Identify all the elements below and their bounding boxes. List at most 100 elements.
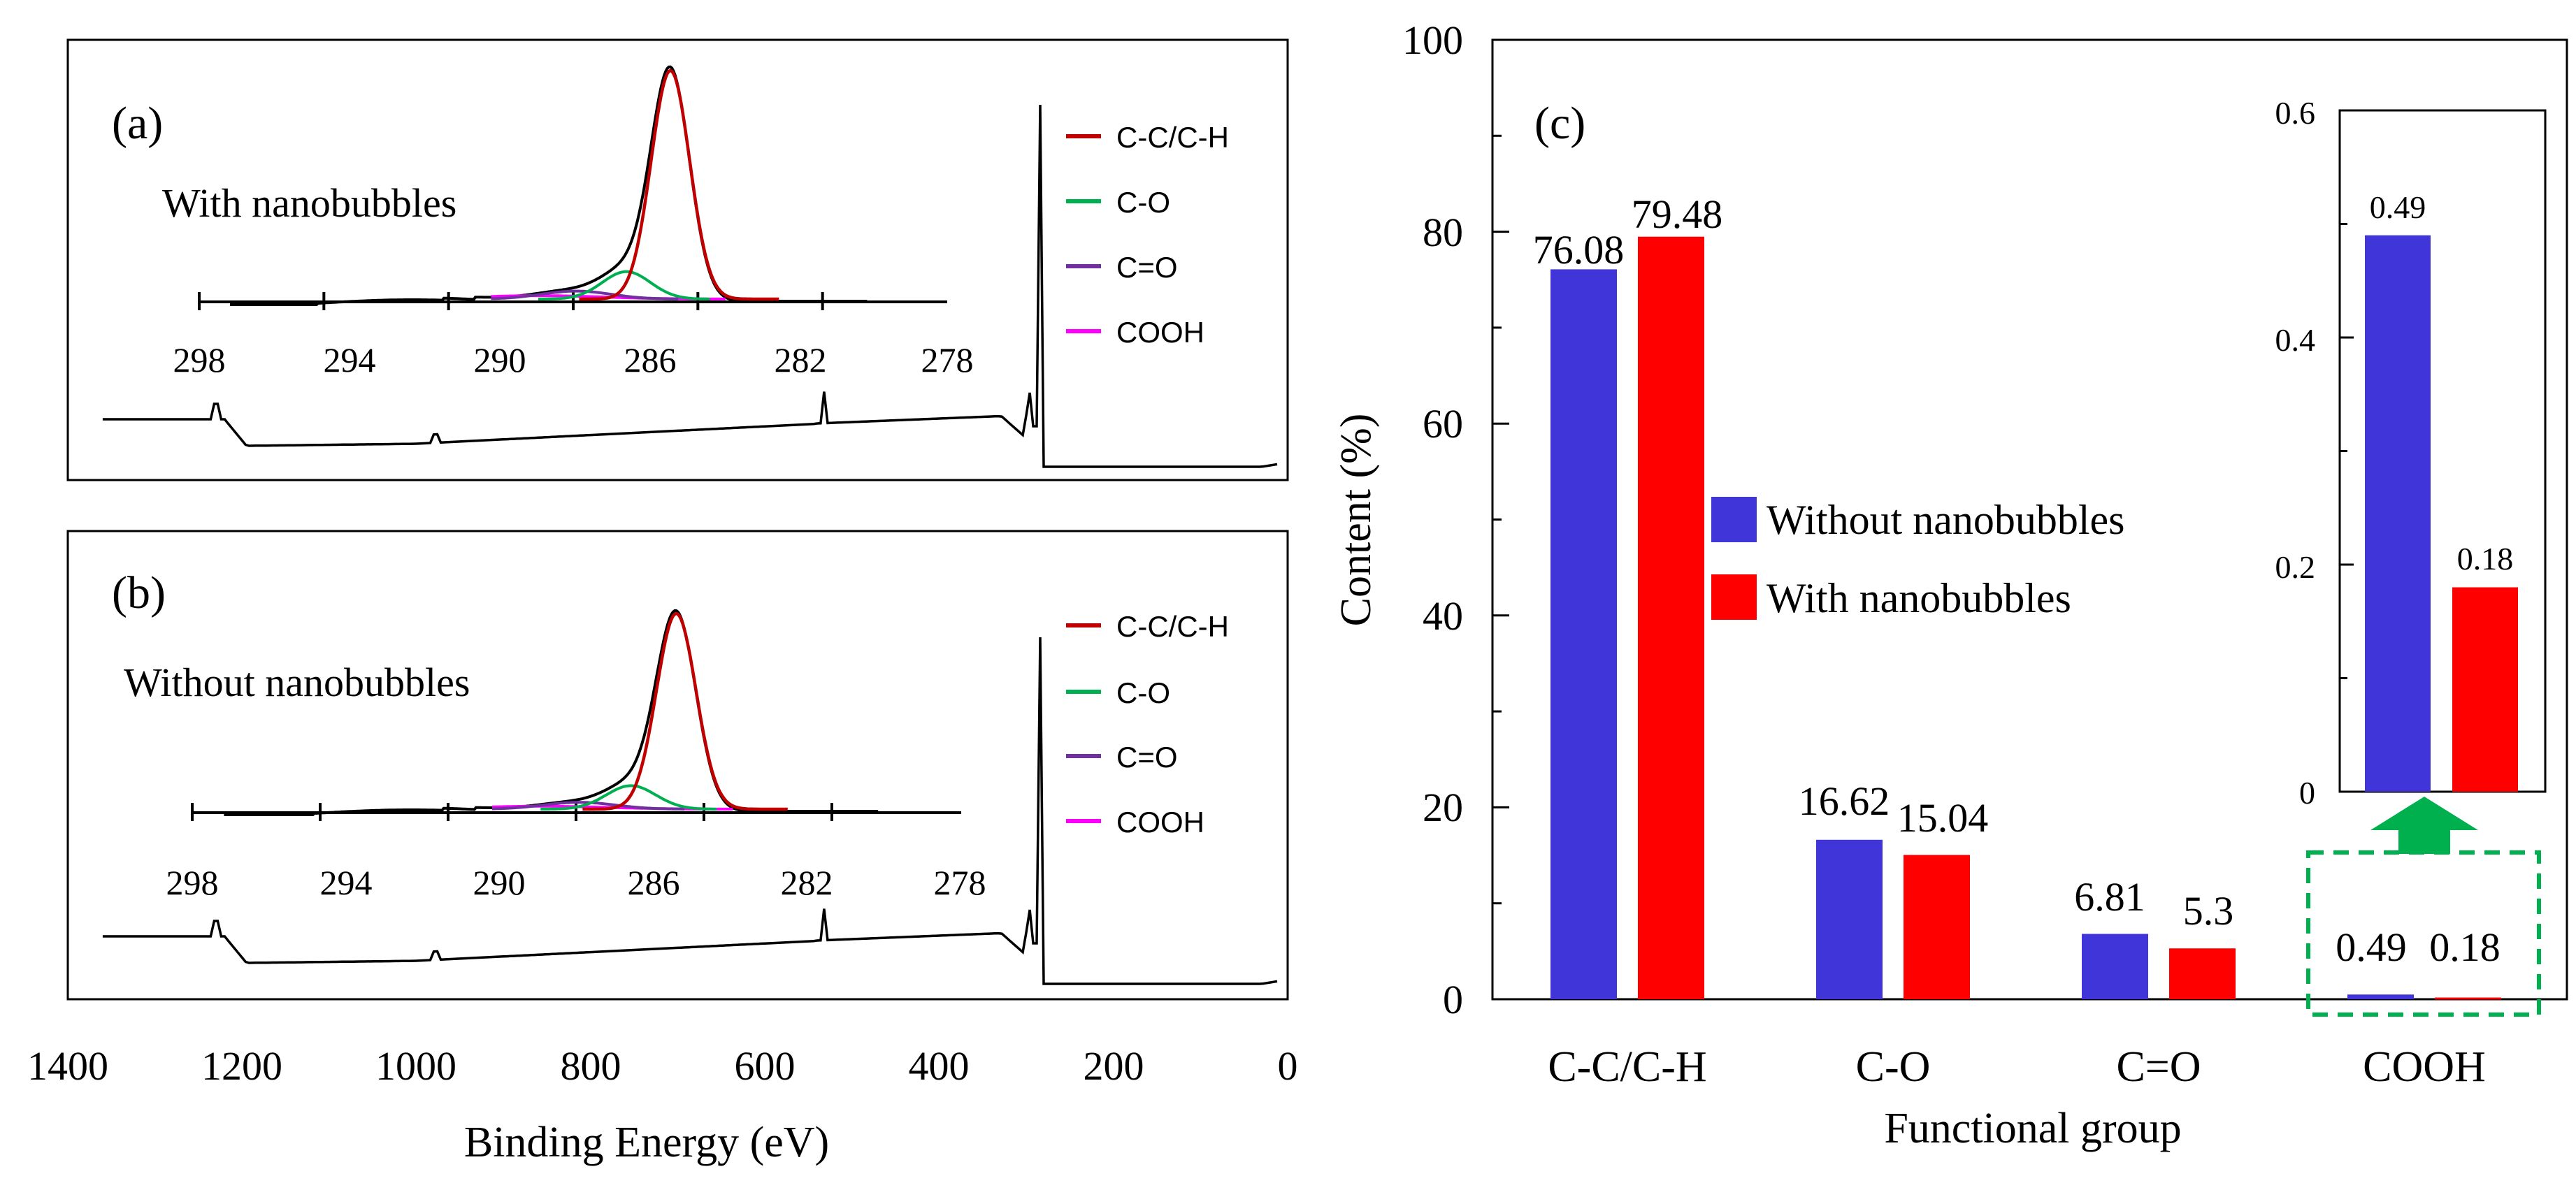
tick-label: 286	[624, 340, 677, 379]
tick-label: 600	[735, 1043, 796, 1089]
panel-a-c-o-curve	[538, 270, 710, 300]
survey-x-tick-labels: 1400 1200 1000 800 600 400 200 0	[27, 1043, 1298, 1089]
panel-a-label: (a)	[112, 98, 163, 149]
inset-y-ticks	[2340, 109, 2354, 793]
tick-label: 282	[775, 340, 827, 379]
tick-label: 800	[561, 1043, 621, 1089]
panel-b-survey-spectrum	[102, 637, 1278, 985]
panel-b-c-o-curve	[540, 784, 717, 811]
panel-c-inset: 0 0.2 0.4 0.6 0.49 0.18	[2275, 95, 2547, 811]
panel-c: 0 20 40 60 80 100 Content (%) (c) 76.08 …	[1332, 17, 2568, 1152]
legend-swatch-without	[1711, 497, 1757, 542]
bar-with-co	[1904, 855, 1970, 999]
panel-b-label: (b)	[112, 567, 166, 618]
panel-c-x-axis-title: Functional group	[1884, 1105, 2181, 1152]
category-label-c-eq-o: C=O	[2116, 1043, 2201, 1091]
panel-b-inset: 298 294 290 286 282 278	[166, 609, 986, 902]
tick-label: 294	[320, 863, 373, 902]
tick-label: 60	[1423, 401, 1463, 447]
value-label-without-cooh: 0.49	[2336, 924, 2407, 970]
panel-a-c-eq-o-curve	[491, 289, 679, 300]
panel-a-inset-tick-labels: 298 294 290 286 282 278	[173, 340, 974, 379]
panel-a-survey-spectrum	[102, 104, 1278, 468]
tick-label: 100	[1402, 17, 1463, 63]
legend-label-without: Without nanobubbles	[1766, 497, 2125, 543]
legend-label-co: C-O	[1116, 676, 1170, 709]
value-label-with-cc: 79.48	[1632, 191, 1723, 237]
tick-label: 290	[473, 863, 526, 902]
panel-c-y-axis-title: Content (%)	[1332, 414, 1380, 627]
tick-label: 1200	[201, 1043, 282, 1089]
panel-b-inset-tick-labels: 298 294 290 286 282 278	[166, 863, 986, 902]
bar-with-cc	[1638, 236, 1704, 999]
panel-c-y-tick-labels: 0 20 40 60 80 100	[1402, 17, 1463, 1022]
panel-b-envelope-curve	[224, 609, 879, 816]
bar-without-co	[1816, 839, 1883, 999]
panel-a: (a) With nanobubbles 298 294 290 286 282…	[66, 38, 1289, 481]
value-label-without-co: 16.62	[1799, 778, 1890, 824]
tick-label: 278	[921, 340, 974, 379]
bar-without-cooh	[2347, 994, 2414, 999]
panel-b-frame	[66, 530, 1289, 1001]
panel-c-legend: Without nanobubbles With nanobubbles	[1711, 497, 2125, 621]
legend-label-with: With nanobubbles	[1766, 575, 2071, 621]
tick-label: 0.6	[2275, 95, 2316, 131]
legend-label-c-eq-o: C=O	[1116, 741, 1178, 774]
inset-bar-with-cooh	[2452, 587, 2518, 792]
tick-label: 294	[324, 340, 376, 379]
tick-label: 290	[474, 340, 526, 379]
inset-y-tick-labels: 0 0.2 0.4 0.6	[2275, 95, 2316, 811]
panel-b: (b) Without nanobubbles 298 294 290 286 …	[66, 530, 1289, 1001]
panel-b-title: Without nanobubbles	[124, 660, 470, 705]
category-label-co: C-O	[1856, 1043, 1931, 1091]
panel-a-title: With nanobubbles	[162, 180, 456, 226]
inset-value-label-with: 0.18	[2457, 541, 2514, 576]
inset-bar-without-cooh	[2365, 235, 2431, 792]
panel-c-y-ticks	[1492, 38, 1509, 1001]
legend-label-co: C-O	[1116, 186, 1170, 219]
inset-value-label-without: 0.49	[2370, 189, 2426, 225]
panel-b-legend: C-C/C-H C-O C=O COOH	[1066, 610, 1229, 839]
survey-x-axis: 1400 1200 1000 800 600 400 200 0 Binding…	[27, 1043, 1298, 1166]
zoom-arrow	[2370, 797, 2478, 854]
tick-label: 1400	[27, 1043, 108, 1089]
legend-swatch-with	[1711, 574, 1757, 620]
panel-a-inset: 298 294 290 286 282 278	[173, 65, 974, 379]
tick-label: 278	[934, 863, 986, 902]
legend-label-c-eq-o: C=O	[1116, 251, 1178, 284]
legend-label-cc: C-C/C-H	[1116, 121, 1229, 154]
panel-c-label: (c)	[1534, 98, 1585, 149]
bar-without-cc	[1550, 269, 1617, 999]
tick-label: 0	[1278, 1043, 1298, 1089]
panel-a-cc-curve	[579, 68, 779, 301]
tick-label: 1000	[375, 1043, 456, 1089]
tick-label: 286	[628, 863, 680, 902]
tick-label: 0	[2299, 775, 2315, 811]
legend-label-cooh: COOH	[1116, 806, 1204, 839]
tick-label: 0	[1443, 977, 1463, 1022]
tick-label: 282	[781, 863, 833, 902]
tick-label: 20	[1423, 785, 1463, 830]
tick-label: 298	[166, 863, 219, 902]
tick-label: 298	[173, 340, 226, 379]
tick-label: 0.2	[2275, 549, 2316, 585]
value-label-with-cooh: 0.18	[2429, 924, 2501, 970]
tick-label: 80	[1423, 210, 1463, 255]
panel-a-frame	[66, 38, 1289, 481]
tick-label: 400	[909, 1043, 970, 1089]
panel-a-envelope-curve	[230, 65, 868, 306]
survey-x-axis-title: Binding Energy (eV)	[464, 1119, 829, 1166]
panel-b-cc-curve	[582, 611, 788, 811]
value-label-without-c-eq-o: 6.81	[2074, 874, 2145, 920]
value-label-with-c-eq-o: 5.3	[2183, 888, 2234, 934]
panel-a-legend: C-C/C-H C-O C=O COOH	[1066, 121, 1229, 349]
legend-label-cooh: COOH	[1116, 316, 1204, 349]
bar-with-c-eq-o	[2169, 948, 2236, 999]
tick-label: 40	[1423, 593, 1463, 639]
bar-without-c-eq-o	[2082, 934, 2148, 999]
category-label-cc: C-C/C-H	[1548, 1043, 1706, 1091]
legend-label-cc: C-C/C-H	[1116, 610, 1229, 643]
tick-label: 200	[1084, 1043, 1144, 1089]
category-label-cooh: COOH	[2363, 1043, 2486, 1091]
